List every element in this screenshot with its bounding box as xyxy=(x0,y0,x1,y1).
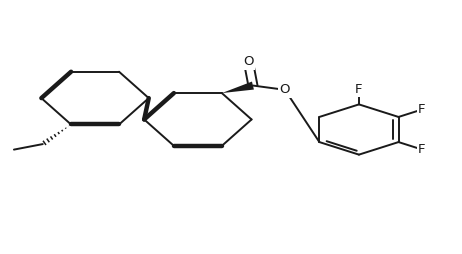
Text: O: O xyxy=(243,55,254,68)
Text: F: F xyxy=(355,83,363,96)
Text: F: F xyxy=(418,103,425,116)
Text: F: F xyxy=(418,143,425,156)
Polygon shape xyxy=(222,82,254,93)
Text: O: O xyxy=(280,83,290,96)
